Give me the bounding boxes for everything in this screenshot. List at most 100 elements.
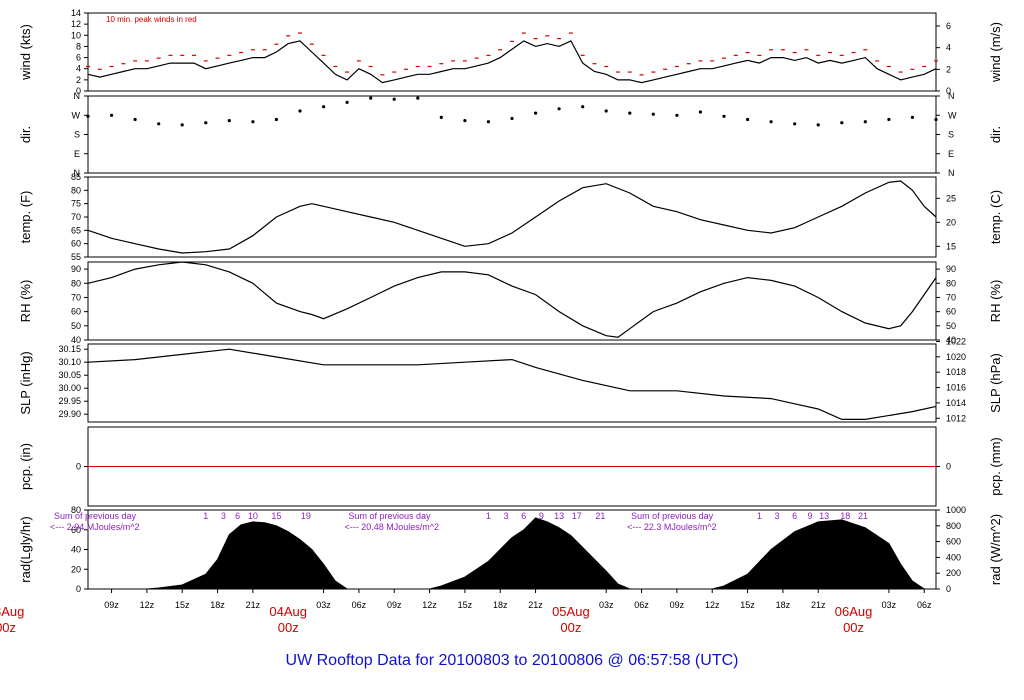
day-time-label: 00z — [0, 620, 16, 635]
direction-point — [840, 121, 844, 125]
tick-label-right-dir: S — [948, 130, 954, 140]
sun-hour-label: 21 — [595, 511, 605, 521]
direction-point — [934, 117, 938, 122]
direction-point — [204, 121, 208, 125]
sun-hour-label: 6 — [235, 511, 240, 521]
sun-hour-label: 3 — [504, 511, 509, 521]
direction-point — [439, 115, 443, 119]
series-line-slp — [87, 348, 937, 420]
sun-hour-label: 15 — [271, 511, 281, 521]
x-tick-label: 21z — [528, 600, 543, 610]
series-line-wind — [87, 40, 937, 84]
panel-ylabel-pcp: pcp. (in) — [18, 443, 33, 490]
sun-hour-label: 3 — [221, 511, 226, 521]
tick-label-left-dir: S — [74, 130, 80, 140]
direction-point — [251, 120, 255, 124]
tick-label-right-wind: 0 — [946, 86, 951, 96]
tick-label-left-temp: 70 — [71, 212, 81, 222]
panel-frame-slp — [87, 343, 937, 423]
tick-label-right-slp: 1020 — [946, 352, 966, 362]
x-tick-label: 18z — [210, 600, 225, 610]
panel-ylabel-right-dir: dir. — [988, 126, 1003, 143]
tick-label-left-wind: 0 — [76, 86, 81, 96]
x-tick-label: 15z — [175, 600, 190, 610]
tick-label-right-rad: 600 — [946, 537, 961, 547]
direction-point — [534, 111, 538, 115]
tick-label-left-slp: 29.95 — [58, 396, 81, 406]
sun-hour-label: 6 — [792, 511, 797, 521]
tick-label-left-temp: 85 — [71, 172, 81, 182]
direction-point — [816, 123, 820, 127]
x-tick-label: 12z — [140, 600, 155, 610]
tick-label-right-slp: 1016 — [946, 383, 966, 393]
direction-point — [698, 110, 703, 114]
tick-label-right-temp: 25 — [946, 193, 956, 203]
tick-label-left-rh: 70 — [71, 292, 81, 302]
day-time-label: 00z — [278, 620, 299, 635]
panel-ylabel-wind: wind (kts) — [18, 24, 33, 81]
tick-label-left-rh: 50 — [71, 321, 81, 331]
tick-label-right-dir: N — [948, 91, 955, 101]
direction-point — [675, 113, 679, 117]
tick-label-left-rh: 90 — [71, 264, 81, 274]
wind-annotation: 10 min. peak winds in red — [106, 15, 197, 24]
direction-point — [274, 117, 278, 122]
tick-label-left-dir: N — [74, 91, 81, 101]
sun-hour-label: 19 — [301, 511, 311, 521]
direction-point — [392, 97, 396, 101]
tick-label-right-rh: 90 — [946, 264, 956, 274]
direction-point — [793, 122, 797, 126]
tick-label-left-wind: 6 — [76, 53, 81, 63]
tick-label-right-slp: 1012 — [946, 413, 966, 423]
x-tick-label: 18z — [493, 600, 508, 610]
x-tick-label: 09z — [670, 600, 685, 610]
sun-hour-label: 13 — [554, 511, 564, 521]
panel-ylabel-slp: SLP (inHg) — [18, 351, 33, 414]
tick-label-right-slp: 1018 — [946, 367, 966, 377]
panel-ylabel-rad: rad(Lgly/hr) — [18, 516, 33, 582]
tick-label-left-slp: 30.15 — [58, 344, 81, 354]
tick-label-left-rh: 40 — [71, 335, 81, 345]
tick-label-left-wind: 14 — [71, 8, 81, 18]
tick-label-right-dir: W — [948, 110, 957, 120]
panel-ylabel-right-wind: wind (m/s) — [988, 22, 1003, 83]
sun-hour-label: 6 — [521, 511, 526, 521]
direction-point — [887, 117, 891, 122]
tick-label-left-slp: 29.90 — [58, 409, 81, 419]
direction-point — [157, 122, 161, 126]
tick-label-right-rh: 60 — [946, 307, 956, 317]
sun-sum-value: <--- 22.3 MJoules/m^2 — [627, 522, 717, 532]
tick-label-right-rad: 400 — [946, 552, 961, 562]
direction-point — [86, 114, 90, 118]
sun-sum-label: Sum of previous day — [54, 511, 137, 521]
panel-ylabel-dir: dir. — [18, 126, 33, 143]
day-label: 05Aug — [552, 604, 590, 619]
x-tick-label: 15z — [740, 600, 755, 610]
tick-label-left-dir: N — [74, 168, 81, 178]
tick-label-right-rad: 800 — [946, 521, 961, 531]
tick-label-left-temp: 75 — [71, 199, 81, 209]
x-tick-label: 06z — [917, 600, 932, 610]
x-tick-label: 21z — [246, 600, 261, 610]
sun-sum-label: Sum of previous day — [631, 511, 714, 521]
direction-point — [863, 120, 867, 124]
day-label: 03Aug — [0, 604, 24, 619]
tick-label-left-slp: 30.05 — [58, 370, 81, 380]
direction-point — [746, 117, 750, 122]
radiation-area — [146, 517, 926, 590]
x-tick-label: 06z — [634, 600, 649, 610]
x-tick-label: 12z — [705, 600, 720, 610]
tick-label-left-wind: 2 — [76, 75, 81, 85]
sun-sum-value: <--- 2.94 MJoules/m^2 — [50, 522, 140, 532]
direction-point — [298, 109, 302, 113]
tick-label-left-wind: 10 — [71, 30, 81, 40]
day-time-label: 00z — [560, 620, 581, 635]
tick-label-right-rad: 1000 — [946, 505, 966, 515]
panel-frame-rh — [87, 261, 937, 341]
panel-frame-dir — [87, 95, 937, 174]
tick-label-left-pcp: 0 — [76, 462, 81, 472]
sun-hour-label: 9 — [539, 511, 544, 521]
tick-label-left-temp: 60 — [71, 239, 81, 249]
